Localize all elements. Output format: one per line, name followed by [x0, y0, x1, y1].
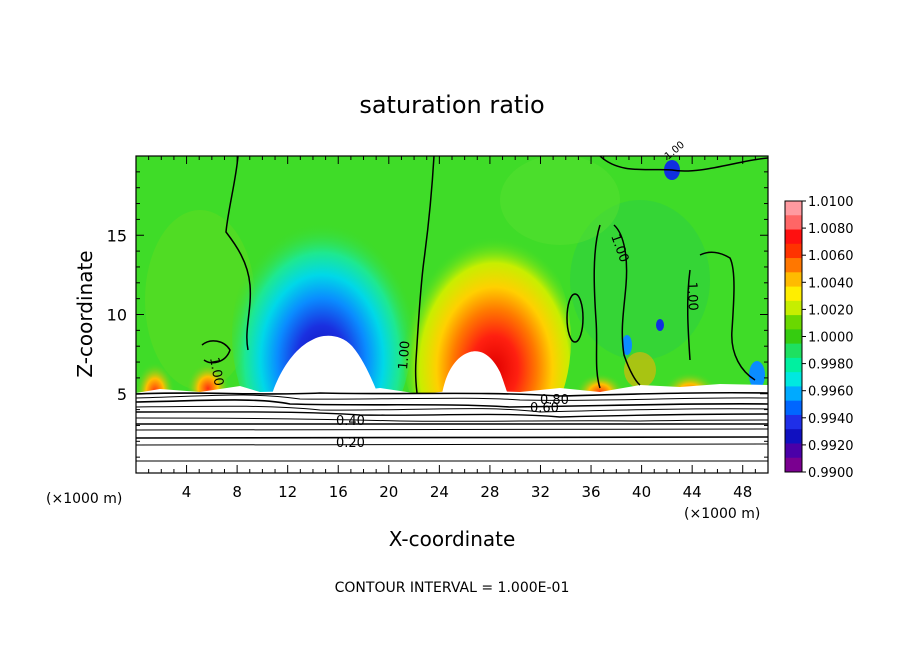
contour-line: [136, 391, 768, 397]
x-tick-label: 24: [430, 483, 449, 501]
colorbar-swatch: [785, 215, 802, 231]
colorbar-label: 1.0080: [808, 222, 854, 237]
colorbar-label: 1.0000: [808, 331, 854, 346]
colorbar-swatch: [785, 357, 802, 373]
contour-line: [699, 251, 756, 381]
field-variation: [570, 200, 710, 360]
x-tick-label: 32: [531, 483, 550, 501]
colorbar-swatch: [785, 272, 802, 288]
x-unit-right: (×1000 m): [684, 506, 760, 522]
contour-interval-note: CONTOUR INTERVAL = 1.000E-01: [335, 580, 570, 596]
x-tick-label: 48: [733, 483, 752, 501]
colorbar-swatch: [785, 286, 802, 302]
y-tick-label: 5: [117, 385, 127, 404]
colorbar-swatch: [785, 414, 802, 430]
colorbar-label: 1.0020: [808, 303, 854, 318]
contour-line: [599, 156, 768, 172]
cold-speck: [749, 361, 765, 389]
colorbar-swatch: [785, 300, 802, 316]
out-of-range-region: [442, 351, 508, 394]
chart-title: saturation ratio: [359, 91, 544, 119]
y-axis-label: Z-coordinate: [73, 250, 97, 377]
contour-line: [414, 156, 435, 394]
colorbar-label: 0.9980: [808, 358, 854, 373]
contour-label: 0.20: [336, 436, 365, 451]
colorbar-swatch: [785, 400, 802, 416]
colorbar-swatch: [785, 315, 802, 330]
contour-line: [136, 394, 768, 401]
colorbar-swatch: [785, 429, 802, 444]
contour-label: 1.00: [206, 356, 226, 387]
y-tick-label: 15: [107, 226, 127, 245]
colorbar-label: 0.9960: [808, 385, 854, 400]
colorbar-swatch: [785, 372, 802, 387]
colorbar-swatch: [785, 386, 802, 402]
out-of-range-region: [272, 335, 378, 394]
colorbar-label: 0.9900: [808, 466, 854, 481]
lower-contours: [136, 391, 768, 462]
contour-line: [686, 269, 691, 361]
x-tick-label: 36: [581, 483, 600, 501]
contour-label: 0.80: [540, 393, 569, 408]
contour-label: 0.60: [530, 401, 559, 416]
colorbar-label: 0.9940: [808, 412, 854, 427]
colorbar-swatch: [785, 258, 802, 273]
colorbar-label: 1.0100: [808, 195, 854, 210]
x-tick-label: 12: [278, 483, 297, 501]
colorbar-swatch: [785, 329, 802, 345]
field-variation: [500, 156, 620, 245]
contour-label: 1.00: [684, 282, 700, 311]
colorbar-swatch: [785, 229, 802, 245]
x-tick-label: 44: [683, 483, 702, 501]
colorbar-swatch: [785, 443, 802, 459]
upper-contours: [201, 156, 768, 394]
x-tick-label: 16: [329, 483, 348, 501]
x-tick-label: 28: [480, 483, 499, 501]
colorbar-label: 1.0060: [808, 249, 854, 264]
contour-line: [136, 405, 768, 413]
x-tick-label: 8: [232, 483, 242, 501]
x-axis: 4 8 12 16 20 24 28 32 36 40 44 48: [148, 156, 756, 501]
colorbar-swatch: [785, 201, 802, 216]
contour-line: [136, 436, 768, 439]
contour-label: 1.00: [396, 340, 413, 370]
contour-line: [201, 340, 231, 364]
contour-line: [136, 417, 768, 422]
colorbar-swatch: [785, 243, 802, 259]
colorbar-label: 1.0040: [808, 276, 854, 291]
contour-line: [136, 411, 768, 418]
x-tick-label: 40: [632, 483, 651, 501]
colorbar: 1.0100 1.0080 1.0060 1.0040 1.0020 1.0000 0.99…: [784, 195, 854, 481]
x-axis-label: X-coordinate: [389, 527, 516, 551]
saturation-field: [136, 156, 768, 473]
colorbar-label: 0.9920: [808, 439, 854, 454]
colorbar-swatch: [785, 457, 802, 473]
contour-line: [136, 399, 768, 408]
y-tick-label: 10: [107, 306, 127, 325]
contour-line: [593, 224, 601, 389]
x-tick-label: 4: [182, 483, 192, 501]
contour-line: [613, 224, 641, 386]
contour-labels: 1.00 1.00 1.00 1.00 1.00 0.80 0.60 0.40 …: [206, 140, 700, 451]
contour-label: 0.40: [336, 414, 365, 429]
warm-spot: [624, 352, 656, 388]
lower-layer: [136, 384, 768, 473]
x-unit-left: (×1000 m): [46, 491, 122, 507]
x-tick-label: 20: [379, 483, 398, 501]
cold-speck: [622, 335, 632, 355]
cold-speck: [656, 319, 664, 331]
field-variation: [145, 210, 255, 390]
contour-line: [225, 156, 252, 351]
colorbar-swatch: [785, 343, 802, 359]
y-axis: 5 10 15: [107, 171, 768, 458]
contour-line: [566, 293, 584, 343]
